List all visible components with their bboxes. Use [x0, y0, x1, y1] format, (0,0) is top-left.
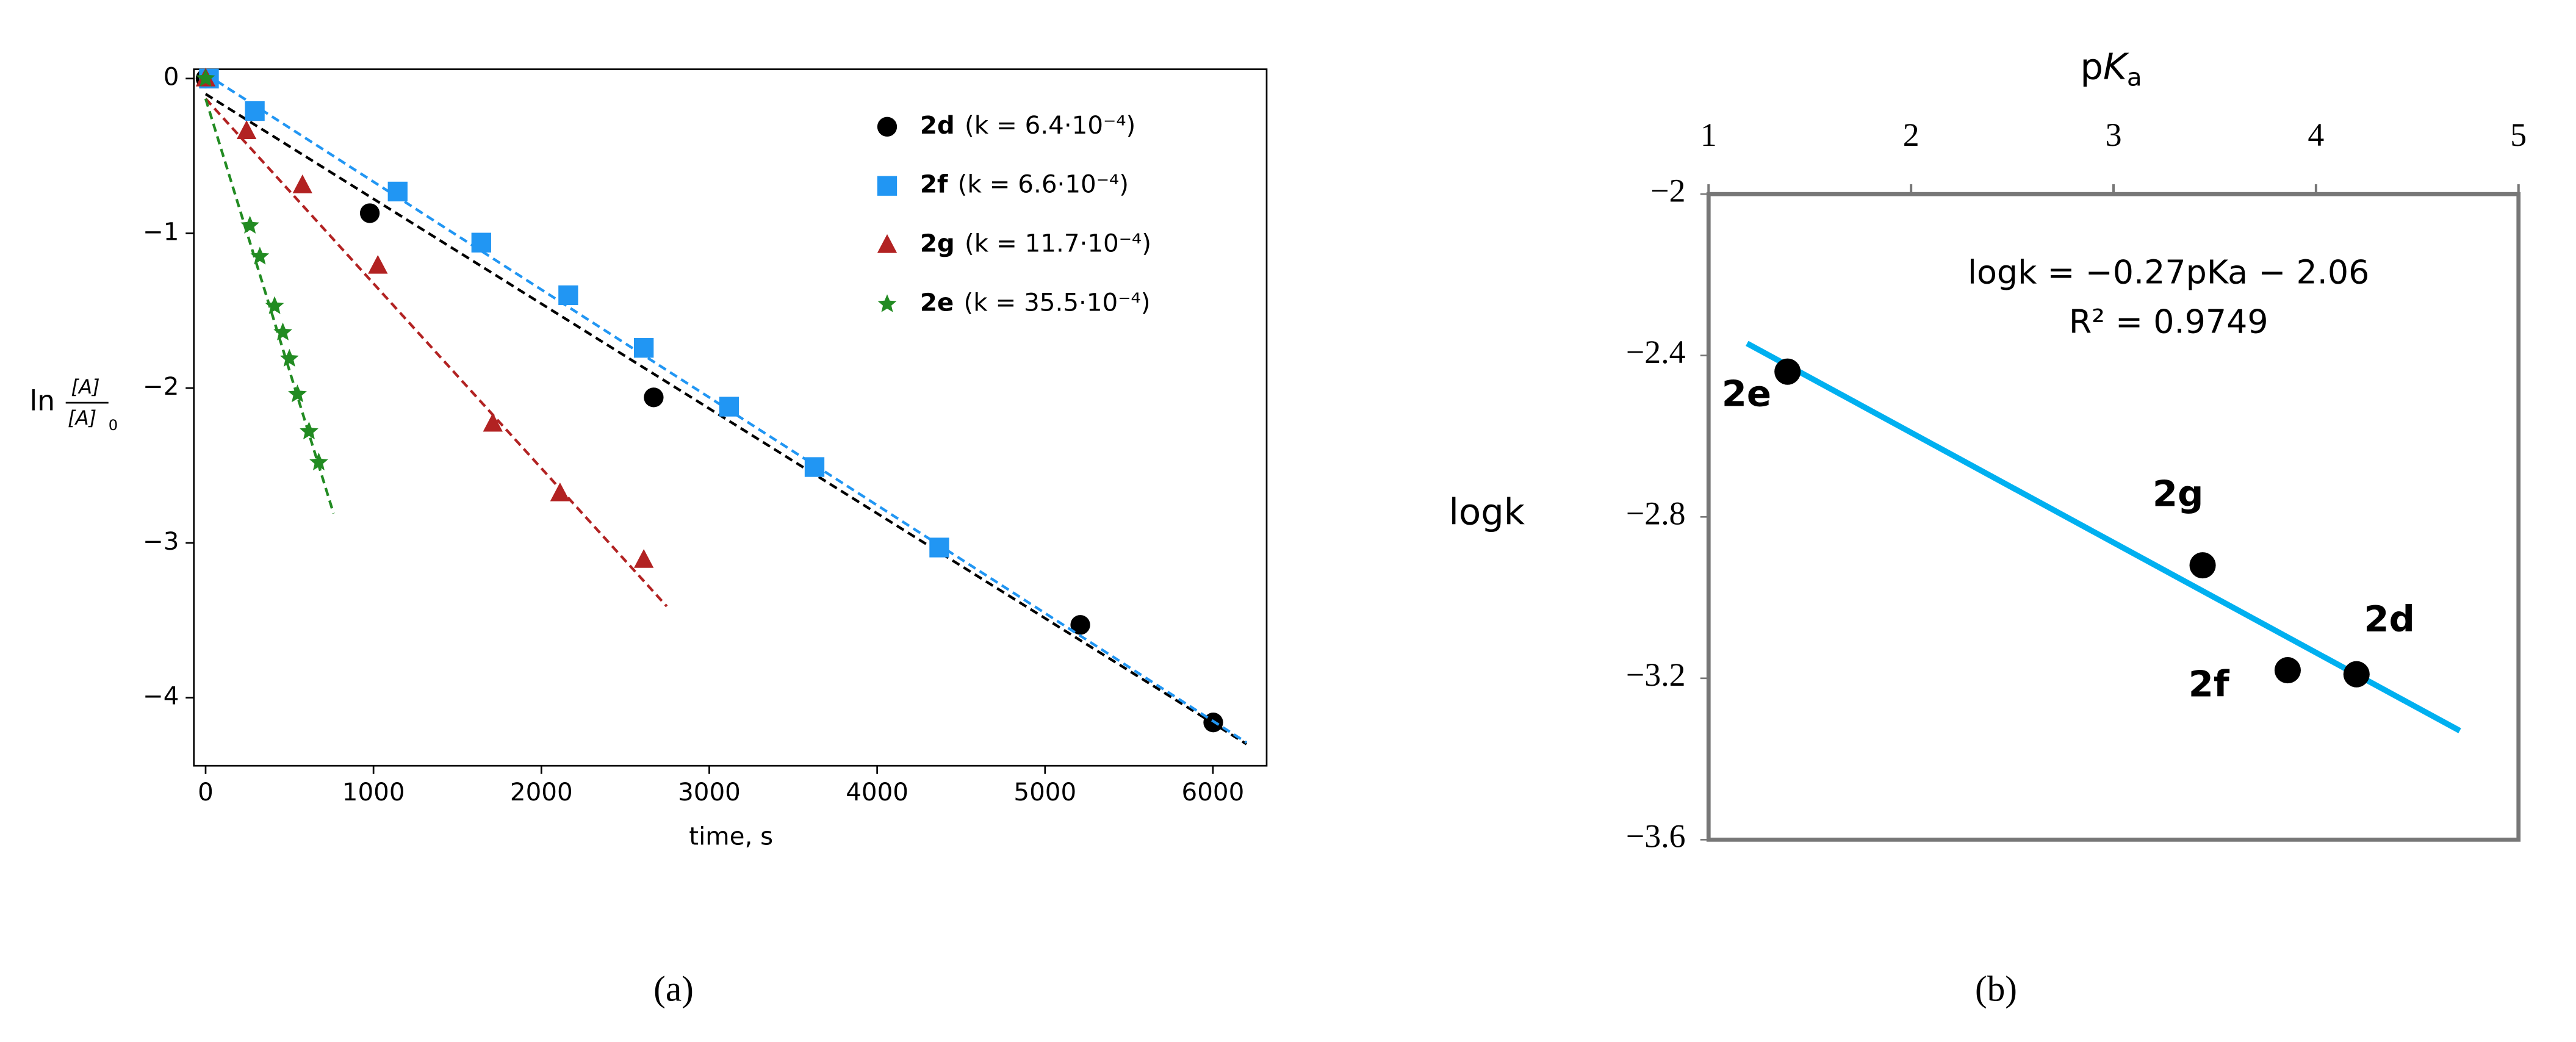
point	[719, 397, 739, 417]
point	[2274, 657, 2301, 684]
y-tick-label: −2.4	[1626, 334, 1686, 370]
legend-label: (k = 6.4·10⁻⁴)	[965, 111, 1135, 140]
y-tick-label: 0	[164, 63, 179, 92]
point	[644, 387, 664, 408]
point-label: 2d	[2364, 598, 2415, 640]
x-tick-label: 4000	[846, 778, 908, 807]
y-tick-label: −3.2	[1626, 656, 1686, 693]
x-label-p: p	[2080, 46, 2103, 88]
legend-name: 2f	[920, 170, 948, 199]
x-tick-label: 6000	[1182, 778, 1245, 807]
legend-marker	[877, 176, 898, 196]
r-squared: R² = 0.9749	[2069, 303, 2268, 341]
point	[236, 120, 257, 139]
x-tick-label: 4	[2308, 117, 2324, 153]
legend-label: (k = 6.6·10⁻⁴)	[958, 170, 1129, 199]
equation: logk = −0.27pKa − 2.06	[1968, 253, 2369, 292]
point	[471, 232, 491, 253]
y-tick-label: −2	[143, 372, 179, 401]
y-tick-label: −2	[1650, 173, 1685, 209]
point	[929, 537, 949, 558]
point	[245, 101, 265, 121]
point	[2343, 661, 2370, 688]
legend-label: (k = 35.5·10⁻⁴)	[963, 289, 1150, 317]
plot-frame	[193, 68, 1268, 767]
y-label-subscript: 0	[109, 417, 118, 434]
point	[273, 322, 292, 340]
point	[804, 457, 825, 477]
point-label: 2g	[2153, 473, 2204, 515]
point	[1774, 358, 1801, 385]
point	[292, 174, 312, 193]
legend-name: 2e	[920, 289, 954, 317]
legend-marker	[877, 117, 898, 137]
x-tick-label: 1	[1700, 117, 1717, 153]
y-tick-label: −3.6	[1626, 818, 1686, 855]
caption: (a)	[653, 968, 694, 1008]
legend-label: (k = 11.7·10⁻⁴)	[965, 229, 1151, 258]
point	[288, 384, 307, 403]
point	[368, 254, 388, 274]
fit-line	[1746, 340, 2461, 733]
x-tick-label: 3	[2106, 117, 2122, 153]
y-tick-label: −3	[143, 527, 179, 556]
x-tick-label: 5	[2510, 117, 2527, 153]
point	[633, 338, 654, 358]
point	[309, 452, 328, 471]
point	[550, 482, 570, 501]
x-axis-label: pKa	[2080, 46, 2142, 92]
x-tick-label: 2	[1903, 117, 1919, 153]
point	[279, 348, 299, 367]
point-label: 2e	[1722, 373, 1771, 415]
legend-entry: 2e (k = 35.5·10⁻⁴)	[920, 289, 1151, 317]
point	[558, 285, 578, 306]
point	[2189, 552, 2216, 579]
legend-entry: 2d (k = 6.4·10⁻⁴)	[920, 111, 1135, 140]
x-tick-label: 3000	[678, 778, 741, 807]
y-tick-label: −2.8	[1626, 495, 1686, 532]
legend-entry: 2f (k = 6.6·10⁻⁴)	[920, 170, 1129, 199]
y-axis-label: ln	[29, 385, 55, 417]
point	[359, 203, 380, 223]
y-label-numerator: [A]	[71, 375, 99, 398]
point	[250, 246, 270, 265]
point	[387, 181, 408, 202]
legend-marker	[877, 234, 898, 253]
fit-line	[204, 93, 1248, 746]
y-tick-label: −1	[143, 217, 179, 246]
fit-line	[204, 98, 668, 608]
point-label: 2f	[2189, 663, 2230, 705]
legend-name: 2g	[920, 229, 955, 258]
x-tick-label: 1000	[342, 778, 405, 807]
y-label-denominator: [A]	[68, 406, 96, 429]
point	[240, 215, 259, 234]
point	[483, 412, 503, 432]
x-label-k: K	[2103, 46, 2129, 88]
x-axis-label: time, s	[689, 822, 773, 851]
legend-name: 2d	[920, 111, 955, 140]
point	[300, 422, 318, 440]
y-axis-label: logk	[1449, 490, 1525, 533]
point	[1070, 615, 1090, 635]
point	[265, 296, 284, 314]
y-tick-label: −4	[143, 682, 179, 711]
legend-entry: 2g (k = 11.7·10⁻⁴)	[920, 229, 1151, 258]
x-tick-label: 5000	[1013, 778, 1076, 807]
x-tick-label: 2000	[510, 778, 573, 807]
point	[196, 68, 215, 87]
point	[633, 549, 654, 568]
x-label-sub: a	[2127, 63, 2142, 92]
legend-marker	[877, 294, 897, 312]
caption: (b)	[1975, 968, 2017, 1008]
x-tick-label: 0	[198, 778, 214, 807]
